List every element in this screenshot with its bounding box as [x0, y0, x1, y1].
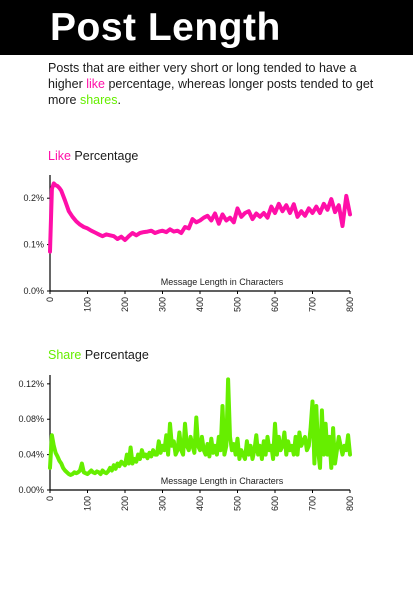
share-x-tick-label: 400: [195, 496, 205, 511]
page-title: Post Length: [50, 6, 281, 49]
share-x-tick-label: 700: [308, 496, 318, 511]
share-series-line: [48, 377, 352, 477]
like-series-line: [48, 181, 352, 254]
like-chart-title: Like Percentage: [48, 149, 138, 163]
like-x-tick-label: 500: [233, 297, 243, 312]
like-x-tick-label: 600: [270, 297, 280, 312]
intro-share-word: shares: [79, 93, 118, 107]
like-chart-title-highlight: Like: [48, 149, 71, 163]
like-y-tick-label: 0.2%: [23, 193, 44, 203]
share-x-tick-label: 500: [233, 496, 243, 511]
like-percentage-chart: 0.0% 0.1% 0.2% 0 100 200 300 400 500 600 700 800 Mes…: [23, 175, 355, 312]
share-y-tick-label: 0.12%: [18, 379, 44, 389]
like-x-tick-label: 800: [345, 297, 355, 312]
share-y-tick-label: 0.08%: [18, 414, 44, 424]
like-y-tick-label: 0.1%: [23, 240, 44, 250]
share-x-tick-label: 200: [120, 496, 130, 511]
intro-part: percentage, whereas longer posts tended …: [48, 77, 374, 107]
like-chart-title-rest: Percentage: [70, 149, 139, 163]
share-x-tick-label: 300: [158, 496, 168, 511]
share-y-tick-label: 0.00%: [18, 485, 44, 495]
intro-part: Posts that are either very short or long…: [48, 61, 357, 91]
like-x-tick-label: 300: [158, 297, 168, 312]
share-percentage-chart: 0.00% 0.04% 0.08% 0.12% 0 100 200 300 400 500 600 7…: [18, 375, 355, 511]
title-bar: [0, 0, 413, 55]
like-x-axis-label: Message Length in Characters: [161, 277, 284, 287]
intro-like-word: like: [86, 77, 105, 91]
like-y-tick-label: 0.0%: [23, 286, 44, 296]
share-chart-title: Share Percentage: [48, 348, 149, 362]
share-x-tick-label: 600: [270, 496, 280, 511]
like-x-tick-label: 200: [120, 297, 130, 312]
like-x-tick-label: 400: [195, 297, 205, 312]
intro-part: .: [117, 93, 121, 107]
share-chart-title-rest: Percentage: [81, 348, 149, 362]
share-y-tick-label: 0.04%: [18, 450, 44, 460]
like-x-tick-label: 100: [83, 297, 93, 312]
share-x-tick-label: 800: [345, 496, 355, 511]
share-x-tick-label: 0: [45, 496, 55, 501]
share-x-tick-label: 100: [83, 496, 93, 511]
like-x-tick-label: 0: [45, 297, 55, 302]
intro-text: Posts that are either very short or long…: [48, 60, 378, 108]
share-x-axis-label: Message Length in Characters: [161, 476, 284, 486]
share-chart-title-highlight: Share: [48, 348, 82, 362]
like-x-tick-label: 700: [308, 297, 318, 312]
